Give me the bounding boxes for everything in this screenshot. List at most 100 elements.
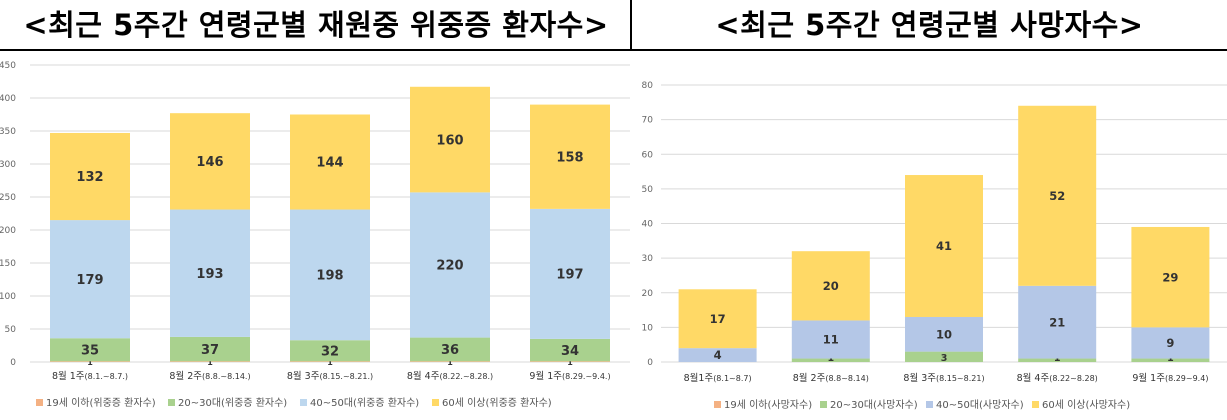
bar-segment bbox=[1131, 327, 1210, 359]
data-label: 4 bbox=[714, 348, 722, 362]
data-label: 1 bbox=[567, 358, 573, 367]
bar-segment bbox=[170, 113, 250, 210]
data-label: 197 bbox=[556, 268, 583, 283]
data-label: 1 bbox=[87, 358, 93, 367]
bar-segment bbox=[50, 361, 130, 362]
legend-swatch bbox=[714, 401, 721, 408]
left-chart-panel: <최근 5주간 연령군별 재원중 위중증 환자수> 0 50 100 150 200 25… bbox=[0, 8, 630, 409]
data-label: 3 bbox=[941, 353, 948, 364]
bar-segment bbox=[530, 338, 610, 362]
bar-segment bbox=[1018, 105, 1097, 286]
data-label: 32 bbox=[321, 344, 339, 359]
x-category-label: 8월 2주(8.8.~8.14.) bbox=[169, 370, 250, 382]
legend-swatch bbox=[36, 399, 43, 406]
legend-label: 20~30대(위중증 환자수) bbox=[178, 396, 287, 409]
legend-label: 19세 이하(위중증 환자수) bbox=[46, 396, 156, 409]
data-label: 160 bbox=[436, 133, 463, 148]
bar-segment bbox=[290, 114, 370, 210]
bar-segment bbox=[410, 337, 490, 362]
data-label: 179 bbox=[76, 273, 103, 288]
header-rule bbox=[0, 49, 1227, 51]
x-category-label: 9월 1주(8.29.~9.4.) bbox=[529, 370, 610, 382]
data-label: 17 bbox=[710, 312, 726, 326]
bar-segment bbox=[290, 209, 370, 341]
bar-segment bbox=[170, 336, 250, 362]
bar-segment bbox=[50, 338, 130, 362]
y-tick-label: 60 bbox=[642, 150, 654, 160]
y-tick-label: 50 bbox=[642, 185, 654, 195]
y-tick-label: 350 bbox=[0, 127, 16, 137]
bar-segment bbox=[678, 348, 757, 362]
data-label: 1 bbox=[207, 358, 213, 367]
data-label: 220 bbox=[436, 259, 463, 274]
data-label: 198 bbox=[316, 269, 343, 284]
data-label: 21 bbox=[1049, 315, 1065, 329]
y-tick-label: 30 bbox=[642, 254, 654, 264]
data-label: 20 bbox=[823, 279, 839, 293]
bar-segment bbox=[50, 220, 130, 339]
legend-swatch bbox=[300, 399, 307, 406]
data-label: 1 bbox=[447, 358, 453, 367]
bar-segment bbox=[678, 289, 757, 349]
bar-segment bbox=[905, 175, 983, 317]
legend-swatch bbox=[432, 399, 439, 406]
bar-segment bbox=[1131, 226, 1210, 328]
y-tick-label: 80 bbox=[642, 81, 654, 91]
data-label: 36 bbox=[441, 343, 459, 358]
bar-segment bbox=[410, 192, 490, 338]
y-tick-label: 10 bbox=[642, 323, 654, 333]
bar-segment bbox=[170, 209, 250, 337]
data-label: 11 bbox=[823, 333, 839, 347]
title-divider bbox=[630, 0, 632, 50]
bar-segment bbox=[530, 208, 610, 339]
bar-segment bbox=[50, 132, 130, 221]
left-chart-title: <최근 5주간 연령군별 재원중 위중증 환자수> bbox=[23, 8, 609, 42]
data-label: 158 bbox=[556, 150, 583, 165]
y-tick-label: 0 bbox=[647, 358, 653, 368]
data-label: 1 bbox=[327, 358, 333, 367]
legend-label: 40~50대(위중증 환자수) bbox=[310, 396, 419, 409]
data-label: 35 bbox=[81, 343, 99, 358]
y-tick-label: 450 bbox=[0, 61, 16, 71]
data-label: 146 bbox=[196, 155, 223, 170]
bar-segment bbox=[410, 361, 490, 362]
legend-label: 19세 이하(사망자수) bbox=[724, 398, 812, 411]
right-chart-title: <최근 5주간 연령군별 사망자수> bbox=[715, 8, 1144, 42]
y-tick-label: 70 bbox=[642, 116, 654, 126]
x-category-label: 8월 4주(8.22~8.28) bbox=[1017, 372, 1098, 384]
bar-segment bbox=[530, 361, 610, 362]
bar-segment bbox=[410, 86, 490, 193]
x-category-label: 8월 4주(8.22.~8.28.) bbox=[407, 370, 493, 382]
x-category-label: 8월 1주(8.1.~8.7.) bbox=[52, 370, 128, 382]
legend-swatch bbox=[168, 399, 175, 406]
x-category-label: 8월 3주(8.15~8.21) bbox=[903, 372, 984, 384]
bar-segment bbox=[791, 358, 870, 362]
right-chart-panel: <최근 5주간 연령군별 사망자수> 0 10 20 30 40 50 60 70 80 4 17 8… bbox=[632, 0, 1227, 420]
bar-segment bbox=[290, 361, 370, 362]
bar-segment bbox=[290, 340, 370, 362]
y-tick-label: 50 bbox=[5, 325, 17, 335]
legend-label: 60세 이상(사망자수) bbox=[1042, 399, 1130, 411]
bar-segment bbox=[170, 361, 250, 362]
data-label: 10 bbox=[936, 327, 952, 341]
x-category-label: 8월 3주(8.15.~8.21.) bbox=[287, 370, 373, 382]
data-label: 37 bbox=[201, 343, 219, 358]
data-label: 193 bbox=[196, 267, 223, 282]
bar-segment bbox=[1131, 358, 1210, 362]
data-label: 9 bbox=[1166, 336, 1174, 350]
x-category-label: 9월 1주(8.29~9.4) bbox=[1132, 372, 1208, 384]
bar-segment bbox=[905, 351, 983, 362]
data-label: 52 bbox=[1049, 189, 1065, 203]
legend-label: 40~50대(사망자수) bbox=[936, 399, 1024, 411]
legend-swatch bbox=[926, 401, 933, 408]
y-tick-label: 100 bbox=[0, 292, 16, 302]
legend-swatch bbox=[820, 401, 827, 408]
data-label: 144 bbox=[316, 156, 343, 171]
y-tick-label: 40 bbox=[642, 220, 654, 230]
y-tick-label: 200 bbox=[0, 226, 16, 236]
legend-label: 20~30대(사망자수) bbox=[830, 399, 918, 411]
bar-segment bbox=[1018, 358, 1097, 362]
data-label: 41 bbox=[936, 239, 952, 253]
y-tick-label: 0 bbox=[10, 358, 16, 368]
